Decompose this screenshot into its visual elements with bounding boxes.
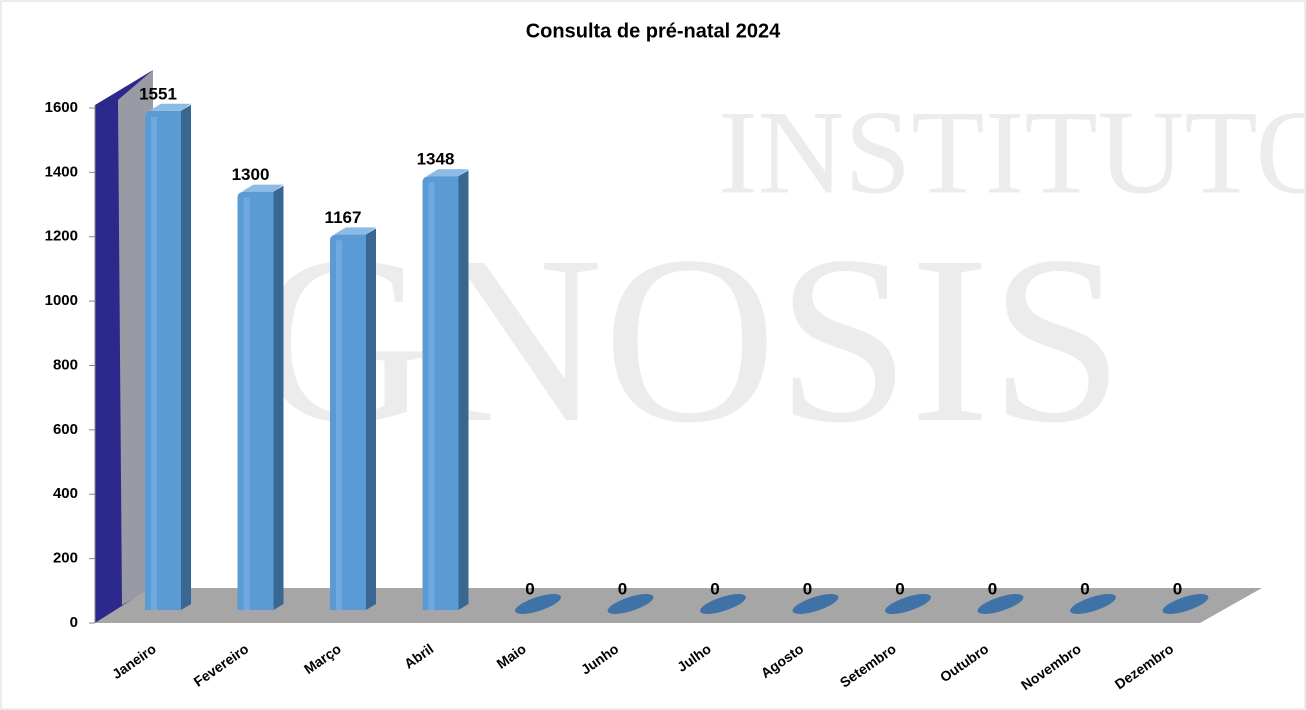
data-label: 0 [525, 579, 534, 598]
data-label: 0 [1173, 579, 1182, 598]
bar [237, 191, 274, 610]
watermark: INSTITUTO [718, 86, 1306, 219]
bar [1070, 594, 1116, 614]
bar [607, 594, 654, 614]
bar-highlight [243, 197, 250, 610]
data-label: 0 [803, 579, 812, 598]
y-tick-label: 800 [53, 356, 78, 373]
y-tick-label: 200 [53, 550, 78, 567]
back-wall [118, 70, 153, 605]
bar [792, 594, 839, 614]
bar-top [241, 184, 284, 192]
bar-top [426, 169, 469, 177]
bar [885, 594, 931, 614]
y-tick-label: 1200 [45, 228, 78, 245]
data-label: 0 [988, 579, 997, 598]
bar-highlight [151, 116, 157, 610]
y-tick-label: 1400 [45, 163, 78, 180]
y-tick-label: 1000 [45, 292, 78, 309]
watermark: GNOSIS [257, 206, 1124, 472]
data-label: 1348 [417, 150, 455, 169]
bar-side [458, 170, 469, 611]
bar [1162, 594, 1209, 614]
bar-side [366, 228, 376, 610]
data-label: 0 [710, 579, 719, 598]
bar-side [181, 104, 191, 610]
data-label: 0 [1080, 579, 1089, 598]
y-tick-label: 400 [53, 485, 78, 502]
bar [330, 234, 366, 610]
bar-side [273, 185, 284, 610]
bar-highlight [336, 240, 342, 610]
bar-top [149, 103, 191, 111]
bar [422, 176, 459, 611]
bar-highlight [428, 182, 435, 611]
y-tick-label: 1600 [45, 99, 78, 116]
bar-top [334, 227, 376, 235]
chart-title: Consulta de pré-natal 2024 [526, 20, 781, 42]
bar [515, 594, 561, 614]
y-tick-label: 0 [70, 614, 78, 631]
data-label: 1167 [325, 208, 362, 227]
floor [95, 588, 1262, 623]
bar [700, 594, 746, 614]
data-label: 1551 [139, 84, 177, 103]
data-label: 0 [618, 579, 627, 598]
data-label: 0 [895, 579, 904, 598]
bar [977, 594, 1024, 614]
bar [145, 110, 181, 610]
y-tick-label: 600 [53, 421, 78, 438]
data-label: 1300 [232, 165, 270, 184]
